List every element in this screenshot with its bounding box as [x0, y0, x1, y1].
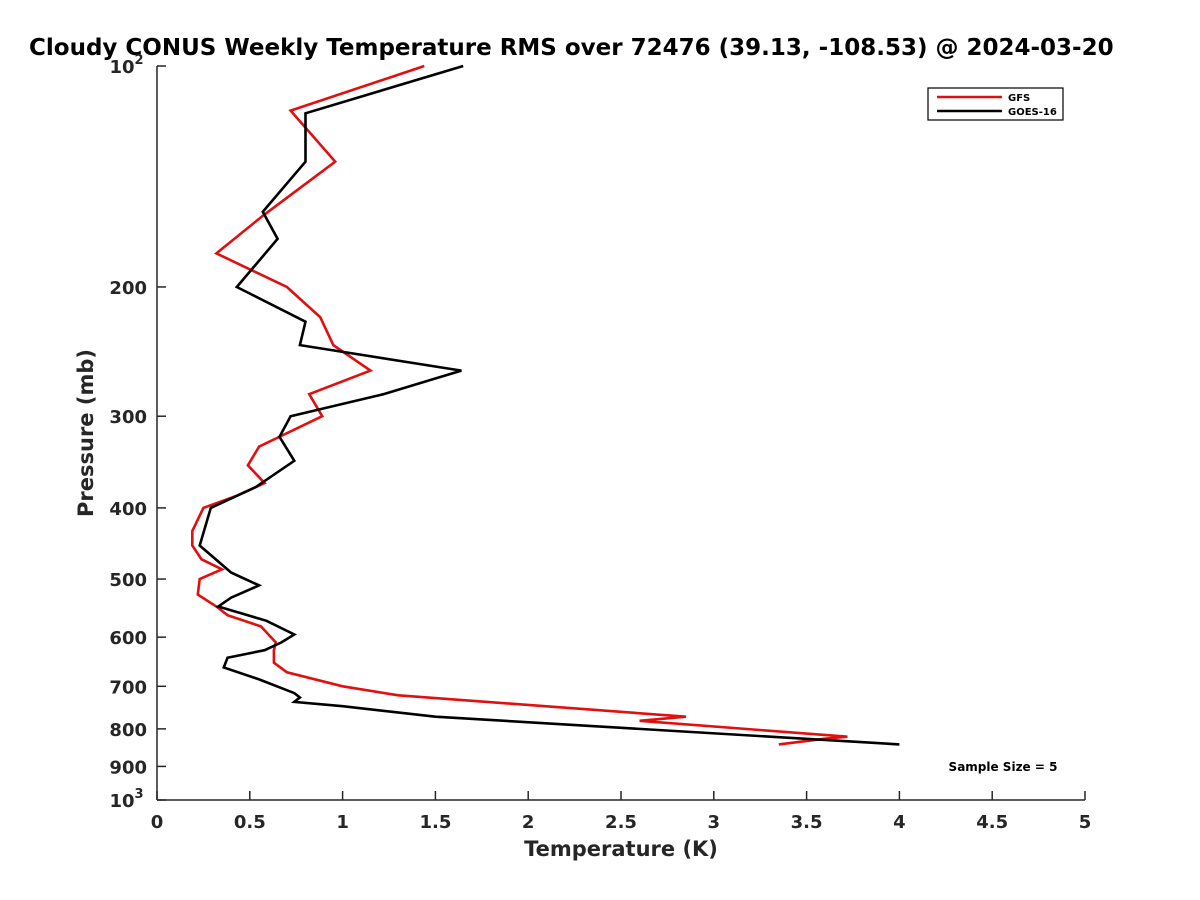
x-tick-label: 4	[893, 812, 906, 833]
y-tick-exponent: 3	[134, 787, 143, 802]
legend-box	[927, 87, 1064, 121]
y-tick-label: 900	[109, 757, 147, 778]
y-tick-label: 10	[109, 791, 134, 812]
series-line-gfs	[191, 64, 848, 746]
y-tick-label: 600	[109, 628, 147, 649]
y-axis-label: Pressure (mb)	[74, 349, 98, 517]
x-tick-label: 5	[1079, 812, 1092, 833]
x-axis-label: Temperature (K)	[524, 837, 718, 861]
y-tick-label: 10	[109, 57, 134, 78]
sample-size-annotation: Sample Size = 5	[949, 760, 1058, 774]
x-tick-label: 1.5	[419, 812, 451, 833]
x-tick-label: 4.5	[976, 812, 1008, 833]
x-tick-label: 0.5	[234, 812, 266, 833]
legend-label-gfs: GFS	[1008, 93, 1030, 104]
y-tick-label: 500	[109, 570, 147, 591]
x-tick-label: 3	[708, 812, 721, 833]
y-tick-exponent: 2	[134, 53, 143, 68]
y-tick-label: 300	[109, 407, 147, 428]
legend-label-goes16: GOES-16	[1008, 107, 1057, 118]
y-tick-label: 800	[109, 720, 147, 741]
y-tick-label: 200	[109, 278, 147, 299]
chart-legend: GFS GOES-16	[927, 87, 1064, 121]
x-axis-ticks: 0 0.5 1 1.5 2 2.5 3 3.5 4 4.5 5	[151, 791, 1092, 833]
x-tick-label: 1	[336, 812, 349, 833]
series-layer	[191, 64, 900, 746]
x-tick-label: 2	[522, 812, 535, 833]
y-tick-label: 700	[109, 677, 147, 698]
y-tick-label: 400	[109, 499, 147, 520]
series-line-goes16	[198, 64, 900, 746]
x-tick-label: 2.5	[605, 812, 637, 833]
x-tick-label: 0	[151, 812, 164, 833]
x-tick-label: 3.5	[791, 812, 823, 833]
chart-title: Cloudy CONUS Weekly Temperature RMS over…	[29, 35, 1114, 61]
